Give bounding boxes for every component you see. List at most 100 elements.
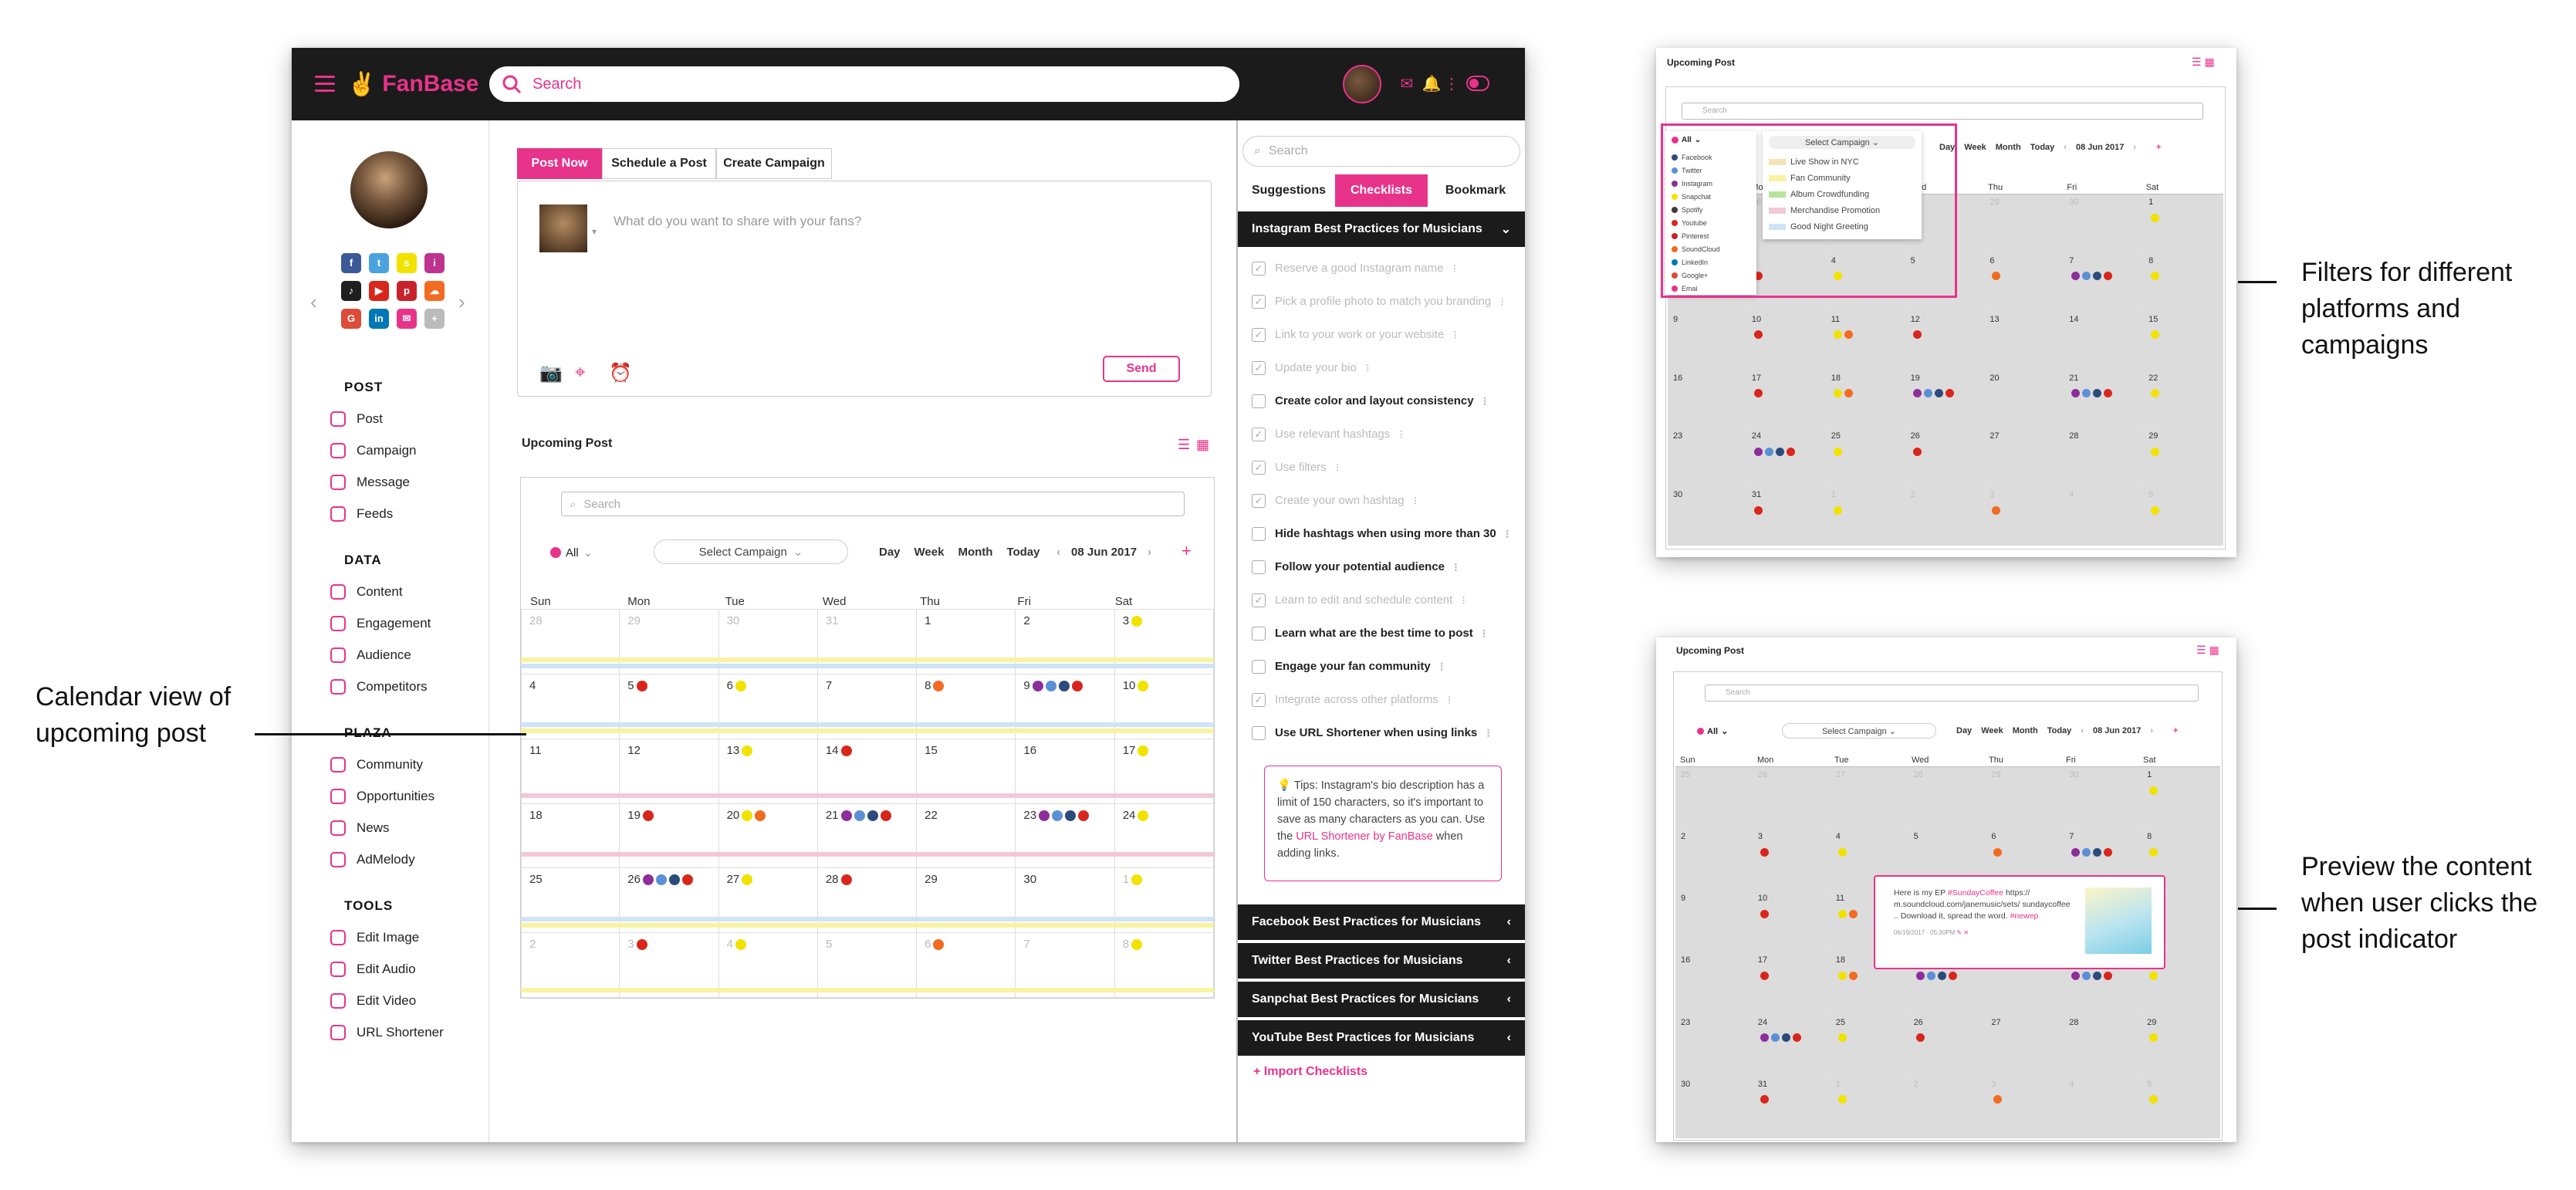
checklist-item[interactable]: Learn what are the best time to post ⁝ (1238, 617, 1525, 650)
view-today[interactable]: Today (1006, 546, 1040, 559)
mini2-view-month[interactable]: Month (2012, 726, 2038, 735)
post-indicator-dot[interactable] (1848, 972, 1858, 981)
calendar-day[interactable]: 8 (1114, 933, 1214, 998)
post-indicator-dot[interactable] (1138, 680, 1149, 691)
calendar-day[interactable]: 30 (1668, 487, 1747, 546)
checklist-section-header[interactable]: Sanpchat Best Practices for Musicians ‹ (1238, 982, 1525, 1017)
platform-option[interactable]: Youtube (1672, 216, 1750, 229)
calendar-day[interactable]: 7 (1016, 933, 1115, 998)
edit-icon[interactable]: ✎ (1956, 929, 1962, 936)
add-post-icon[interactable]: + (2173, 726, 2179, 735)
calendar-day[interactable]: 31 (817, 610, 918, 674)
menu-icon[interactable] (315, 76, 335, 93)
calendar-day[interactable]: 28 (2064, 428, 2145, 488)
post-indicator-dot[interactable] (1753, 272, 1763, 281)
calendar-day[interactable]: 28 (1908, 767, 1987, 830)
post-indicator-dot[interactable] (1833, 389, 1842, 398)
mini1-view-week[interactable]: Week (1964, 143, 1986, 152)
sidebar-item-admelody[interactable]: AdMelody (330, 843, 485, 875)
calendar-day[interactable]: 29 (2142, 1014, 2220, 1077)
calendar-day[interactable]: 9 (1016, 674, 1115, 739)
calendar-day[interactable]: 4 (2064, 1076, 2143, 1138)
sidebar-item-campaign[interactable]: Campaign (330, 434, 485, 466)
mini2-campaign-select[interactable]: Select Campaign ⌄ (1782, 723, 1936, 739)
calendar-day[interactable]: 23 (1675, 1014, 1753, 1077)
campaign-option[interactable]: Album Crowdfunding (1769, 186, 1915, 202)
sidebar-item-edit-image[interactable]: Edit Image (330, 921, 485, 953)
post-indicator-dot[interactable] (1131, 874, 1143, 886)
post-indicator-dot[interactable] (933, 939, 945, 951)
post-indicator-dot[interactable] (2071, 272, 2081, 281)
calendar-day[interactable]: 19 (1905, 370, 1986, 429)
calendar-day[interactable]: 5 (2144, 487, 2223, 546)
calendar-day[interactable]: 8 (917, 674, 1016, 739)
calendar-day[interactable]: 5 (620, 674, 719, 739)
calendar-day[interactable]: 1 (2142, 767, 2220, 830)
calendar-day[interactable]: 1 (1114, 868, 1214, 934)
post-indicator-dot[interactable] (668, 874, 680, 886)
mini2-search-input[interactable]: Search (1705, 685, 2199, 701)
drag-handle-icon[interactable]: ⁝ (1335, 461, 1340, 475)
calendar-day[interactable]: 11 (1826, 311, 1906, 370)
post-indicator-dot[interactable] (1753, 447, 1763, 456)
next-date-icon[interactable]: › (2150, 726, 2154, 735)
post-indicator-dot[interactable] (2071, 972, 2081, 981)
post-indicator-dot[interactable] (1992, 505, 2001, 515)
calendar-day[interactable]: 23 (1668, 428, 1747, 488)
platform-option[interactable]: Emai (1672, 282, 1750, 295)
post-indicator-dot[interactable] (742, 810, 753, 821)
sidebar-item-engagement[interactable]: Engagement (330, 607, 485, 639)
post-indicator-dot[interactable] (742, 745, 753, 756)
calendar-day[interactable]: 6 (1985, 252, 2065, 312)
platform-option[interactable]: Google+ (1672, 269, 1750, 282)
section-instagram-header[interactable]: Instagram Best Practices for Musicians ⌄ (1238, 211, 1525, 247)
calendar-day[interactable]: 9 (1675, 891, 1753, 953)
calendar-day[interactable]: 26 (1905, 428, 1986, 488)
calendar-day[interactable]: 28 (817, 868, 918, 934)
post-indicator-dot[interactable] (1760, 847, 1769, 857)
platform-option[interactable]: Facebook (1672, 150, 1750, 164)
campaign-bar[interactable] (521, 722, 1214, 727)
sidebar-item-post[interactable]: Post (330, 403, 485, 434)
add-post-icon[interactable]: + (1182, 541, 1192, 560)
calendar-view-icon[interactable]: ☰ ▦ (2196, 644, 2219, 656)
checkbox[interactable]: ✓ (1252, 493, 1266, 508)
platform-option[interactable]: SoundCloud (1672, 242, 1750, 255)
calendar-day[interactable]: 2 (1908, 1076, 1987, 1138)
list-view-icon[interactable]: ☰ (1178, 437, 1191, 452)
calendar-day[interactable]: 15 (917, 739, 1016, 804)
calendar-day[interactable]: 17 (1114, 739, 1214, 804)
import-checklists-link[interactable]: + Import Checklists (1253, 1065, 1368, 1078)
calendar-day[interactable]: 3 (620, 933, 719, 998)
post-indicator-dot[interactable] (1781, 1033, 1790, 1043)
mini1-campaign-select[interactable]: Select Campaign ⌄ (1769, 136, 1915, 149)
calendar-day[interactable]: 4 (718, 933, 818, 998)
calendar-day[interactable]: 22 (2144, 370, 2223, 429)
post-indicator-dot[interactable] (1915, 1033, 1925, 1043)
checkbox[interactable]: ✓ (1252, 327, 1266, 342)
sidebar-item-opportunities[interactable]: Opportunities (330, 780, 485, 812)
calendar-day[interactable]: 31 (1746, 487, 1827, 546)
post-indicator-dot[interactable] (1993, 847, 2003, 857)
post-indicator-dot[interactable] (1045, 680, 1056, 691)
post-indicator-dot[interactable] (1926, 972, 1935, 981)
pinterest-icon[interactable]: p (397, 281, 417, 301)
checklist-item[interactable]: Use URL Shortener when using links ⁝ (1238, 716, 1525, 749)
checklist-item[interactable]: Engage your fan community ⁝ (1238, 650, 1525, 683)
spotify-icon[interactable]: ♪ (341, 281, 361, 301)
calendar-day[interactable]: 10 (1753, 891, 1831, 953)
calendar-day[interactable]: 16 (1675, 952, 1753, 1015)
checkbox[interactable] (1252, 394, 1266, 408)
post-indicator-dot[interactable] (2151, 330, 2160, 340)
post-indicator-dot[interactable] (2093, 389, 2102, 398)
checklist-item[interactable]: ✓ Use relevant hashtags ⁝ (1238, 418, 1525, 451)
post-indicator-dot[interactable] (1078, 810, 1090, 821)
post-indicator-dot[interactable] (854, 810, 865, 821)
checkbox[interactable] (1252, 526, 1266, 541)
drag-handle-icon[interactable]: ⁝ (1447, 693, 1452, 707)
sidebar-item-edit-video[interactable]: Edit Video (330, 985, 485, 1016)
campaign-option[interactable]: Good Night Greeting (1769, 218, 1915, 235)
sidebar-item-message[interactable]: Message (330, 466, 485, 498)
calendar-day[interactable]: 27 (718, 868, 818, 934)
soundcloud-icon[interactable]: ☁ (424, 281, 445, 301)
